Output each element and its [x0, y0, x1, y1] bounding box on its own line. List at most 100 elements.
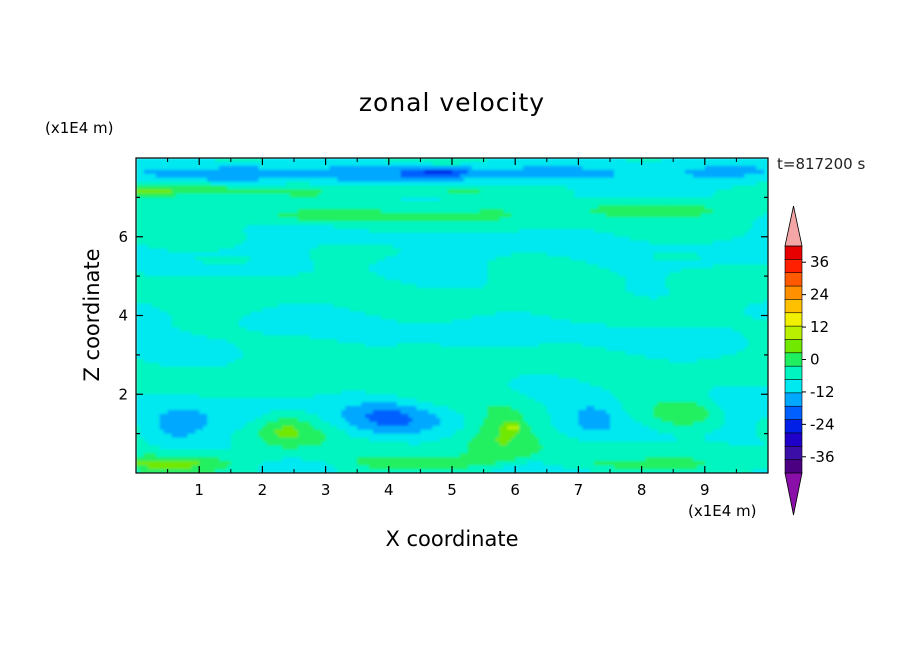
field-cell — [226, 197, 232, 202]
field-cell — [408, 260, 414, 265]
field-cell — [724, 224, 730, 230]
field-cell — [136, 193, 141, 198]
field-cell — [353, 248, 358, 254]
field-cell — [424, 272, 429, 277]
field-cell — [760, 197, 765, 202]
field-cell — [558, 169, 564, 175]
field-cell — [376, 205, 382, 210]
field-cell — [740, 240, 745, 246]
field-cell — [211, 236, 216, 242]
field-cell — [696, 189, 702, 195]
field-cell — [665, 158, 670, 163]
field-cell — [748, 189, 753, 195]
field-cell — [416, 201, 421, 206]
field-cell — [440, 264, 445, 269]
field-cell — [531, 276, 536, 281]
field-cell — [392, 232, 398, 238]
field-cell — [562, 169, 568, 175]
field-cell — [199, 213, 204, 218]
field-cell — [191, 161, 196, 167]
field-cell — [143, 197, 149, 202]
field-cell — [558, 209, 564, 214]
field-cell — [681, 244, 686, 250]
field-cell — [242, 181, 248, 187]
field-cell — [159, 189, 165, 195]
field-cell — [550, 213, 556, 218]
field-cells — [136, 158, 768, 473]
field-cell — [242, 217, 248, 222]
field-cell — [586, 244, 591, 250]
field-cell — [333, 185, 339, 191]
field-cell — [685, 228, 690, 234]
field-cell — [195, 209, 200, 214]
field-cell — [282, 213, 287, 218]
field-cell — [329, 169, 335, 175]
field-cell — [337, 232, 342, 238]
field-cell — [708, 260, 714, 265]
field-cell — [538, 169, 544, 175]
field-cell — [301, 268, 307, 273]
field-cell — [329, 177, 335, 183]
field-cell — [736, 276, 741, 281]
field-cell — [301, 256, 307, 261]
field-cell — [590, 197, 595, 202]
field-cell — [404, 228, 410, 234]
field-cell — [357, 272, 362, 277]
field-cell — [226, 248, 232, 254]
field-cell — [712, 244, 718, 250]
field-cell — [681, 158, 686, 163]
field-cell — [416, 189, 421, 195]
field-cell — [420, 217, 425, 222]
field-cell — [420, 240, 425, 246]
field-cell — [215, 221, 220, 226]
field-cell — [677, 177, 682, 183]
field-cell — [621, 169, 627, 175]
field-cell — [554, 264, 560, 269]
field-cell — [404, 201, 410, 206]
field-cell — [744, 197, 749, 202]
field-cell — [507, 264, 512, 269]
field-cell — [400, 193, 406, 198]
field-cell — [313, 158, 319, 163]
field-cell — [629, 240, 635, 246]
field-cell — [444, 201, 449, 206]
field-cell — [258, 213, 263, 218]
field-cell — [179, 213, 184, 218]
field-cell — [661, 272, 666, 277]
field-cell — [463, 232, 469, 238]
field-cell — [297, 260, 303, 265]
field-cell — [207, 189, 212, 195]
field-cell — [720, 240, 726, 246]
field-cell — [503, 232, 508, 238]
field-cell — [653, 228, 658, 234]
field-cell — [408, 240, 414, 246]
field-cell — [404, 248, 410, 254]
field-cell — [313, 232, 319, 238]
field-cell — [333, 161, 339, 167]
field-cell — [736, 264, 741, 269]
field-cell — [657, 228, 662, 234]
field-cell — [752, 228, 757, 234]
field-cell — [503, 201, 508, 206]
field-cell — [139, 260, 145, 265]
field-cell — [404, 236, 410, 242]
field-cell — [226, 173, 232, 179]
field-cell — [211, 217, 216, 222]
field-cell — [531, 169, 536, 175]
field-cell — [440, 276, 445, 281]
field-cell — [412, 217, 418, 222]
field-cell — [155, 185, 161, 191]
field-cell — [720, 209, 726, 214]
field-cell — [175, 248, 181, 254]
field-cell — [712, 272, 718, 277]
field-cell — [602, 236, 607, 242]
field-cell — [179, 268, 184, 273]
field-cell — [286, 213, 291, 218]
field-cell — [195, 205, 200, 210]
field-cell — [534, 205, 540, 210]
field-cell — [578, 205, 583, 210]
field-cell — [732, 268, 737, 273]
field-cell — [218, 236, 224, 242]
field-cell — [361, 193, 366, 198]
field-cell — [542, 228, 548, 234]
